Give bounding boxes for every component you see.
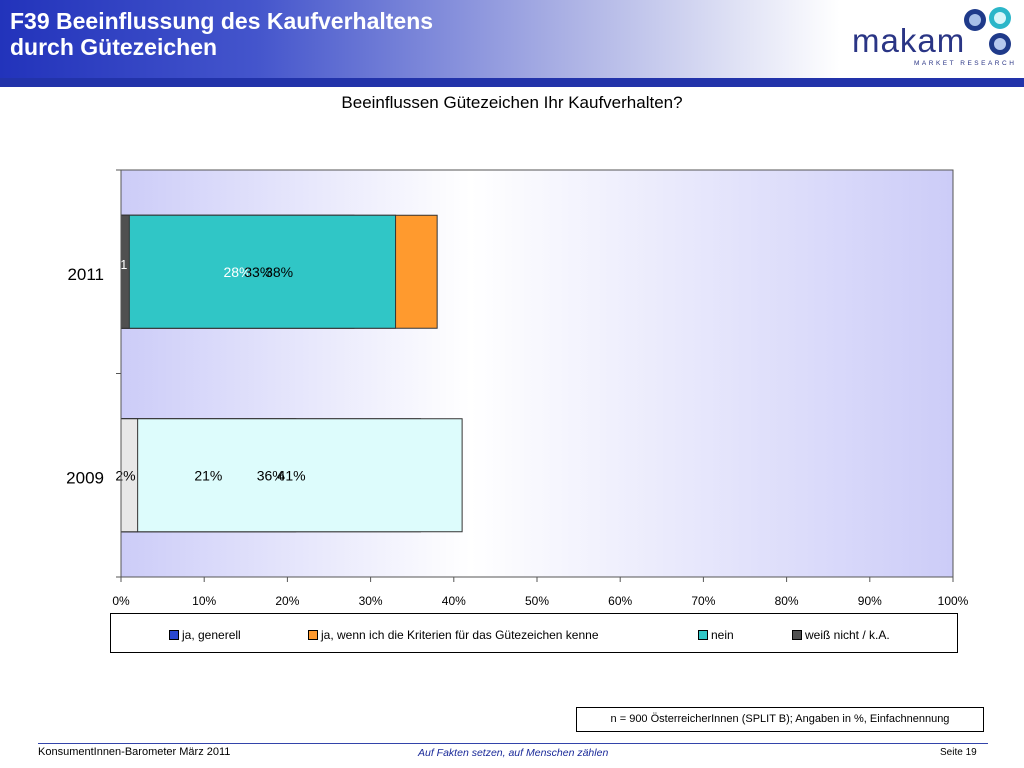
- x-tick-label: 0%: [112, 594, 130, 608]
- bar-2011-s2: [120, 214, 397, 329]
- x-tick-label: 80%: [775, 594, 799, 608]
- chart-legend: ja, generell ja, wenn ich die Kriterien …: [110, 613, 958, 653]
- x-tick-label: 60%: [608, 594, 632, 608]
- data-label-2009-s2: 41%: [278, 467, 306, 483]
- legend-item-ja-generell: ja, generell: [169, 628, 241, 642]
- legend-swatch: [308, 630, 318, 640]
- header-rule: [0, 78, 1024, 87]
- legend-label: ja, wenn ich die Kriterien für das Gütez…: [321, 628, 599, 642]
- x-tick-label: 40%: [442, 594, 466, 608]
- legend-swatch: [698, 630, 708, 640]
- x-tick-label: 50%: [525, 594, 549, 608]
- legend-label: weiß nicht / k.A.: [805, 628, 890, 642]
- footer-slogan: Auf Fakten setzen, auf Menschen zählen: [418, 747, 609, 759]
- header-banner: [0, 0, 1024, 78]
- page-title-line-2: durch Gütezeichen: [10, 34, 218, 60]
- logo-circles-icon: [964, 7, 1011, 55]
- page-title-line-1: F39 Beeinflussung des Kaufverhaltens: [10, 8, 434, 34]
- footer-rule: [38, 743, 988, 744]
- x-tick-label: 30%: [359, 594, 383, 608]
- x-tick-label: 90%: [858, 594, 882, 608]
- data-label-2011-s2: 33%: [244, 264, 272, 280]
- page-title: F39 Beeinflussung des Kaufverhaltens dur…: [10, 8, 433, 60]
- data-label-2011-s0: 28%: [223, 264, 251, 280]
- bar-2011-s3: [120, 214, 130, 329]
- x-tick-label: 10%: [192, 594, 216, 608]
- logo-wordmark: makam: [852, 22, 966, 59]
- category-label-2011: 2011: [67, 265, 104, 284]
- legend-swatch: [792, 630, 802, 640]
- footer-left: KonsumentInnen-Barometer März 2011: [38, 746, 231, 758]
- sample-note: n = 900 ÖsterreicherInnen (SPLIT B); Ang…: [576, 707, 984, 732]
- legend-item-weiss-nicht: weiß nicht / k.A.: [792, 628, 890, 642]
- legend-label: ja, generell: [182, 628, 241, 642]
- logo-tagline: MARKET RESEARCH: [914, 60, 1017, 67]
- legend-swatch: [169, 630, 179, 640]
- bar-2009-s2: [120, 418, 463, 533]
- legend-label: nein: [711, 628, 734, 642]
- data-label-2011-s3: 1: [120, 257, 127, 272]
- page-number: Seite 19: [940, 747, 977, 758]
- chart-title: Beeinflussen Gütezeichen Ihr Kaufverhalt…: [341, 93, 683, 112]
- legend-item-nein: nein: [698, 628, 734, 642]
- x-tick-label: 20%: [275, 594, 299, 608]
- x-tick-label: 70%: [691, 594, 715, 608]
- data-label-2011-s1: 38%: [265, 264, 293, 280]
- x-tick-label: 100%: [938, 594, 969, 608]
- legend-item-ja-wenn: ja, wenn ich die Kriterien für das Gütez…: [308, 628, 599, 642]
- data-label-2009-s1: 36%: [257, 467, 285, 483]
- data-label-2009-s3: 2%: [115, 467, 135, 483]
- category-label-2009: 2009: [66, 468, 104, 487]
- makam-logo: makam MARKET RESEARCH: [852, 6, 1018, 70]
- data-label-2009-s0: 21%: [194, 467, 222, 483]
